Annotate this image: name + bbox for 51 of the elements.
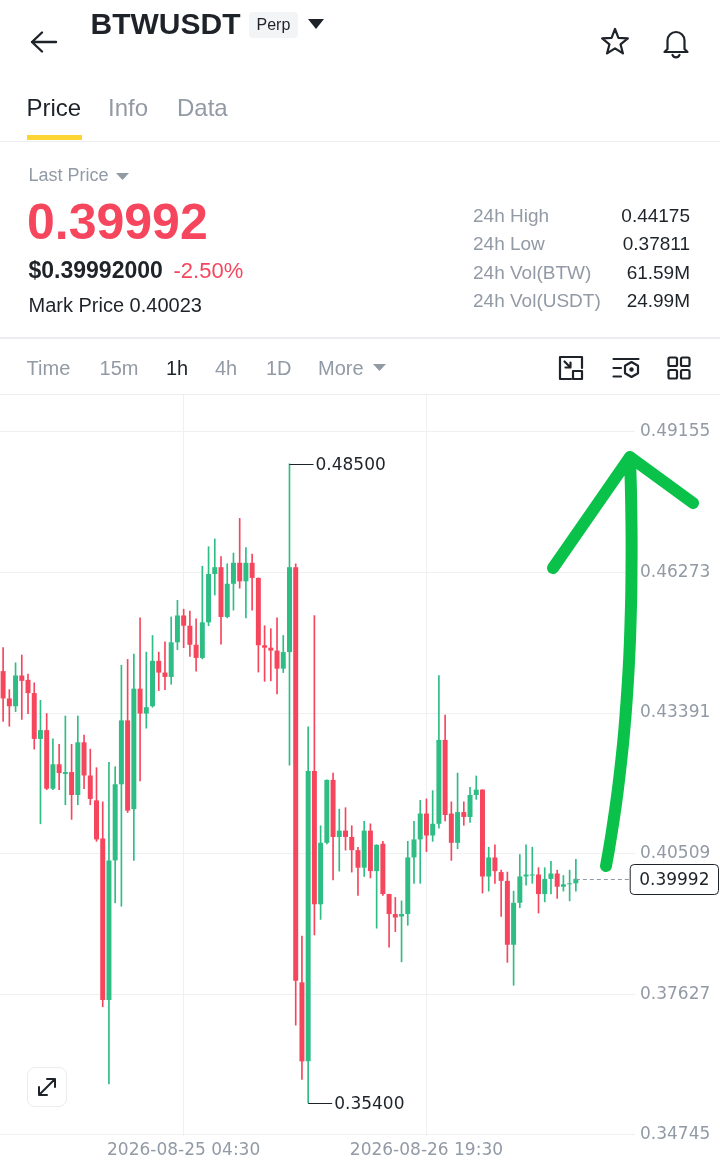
y-tick-label: 0.34745 <box>640 1123 711 1144</box>
candlestick <box>498 869 504 917</box>
candlestick <box>162 641 168 690</box>
text: 24h High <box>473 204 550 228</box>
candlestick <box>548 861 554 895</box>
candlestick <box>19 654 25 720</box>
text: Info <box>108 93 149 123</box>
candlestick <box>212 538 218 596</box>
candlestick <box>143 651 149 729</box>
y-tick-label: 0.40509 <box>640 842 711 863</box>
candlestick <box>137 617 143 782</box>
candlestick <box>56 743 62 790</box>
text: 15m <box>99 355 139 380</box>
text: 1h <box>166 355 189 380</box>
text: 24h Low <box>473 232 545 256</box>
text: Last Price <box>28 165 109 187</box>
text: 61.59M <box>626 261 690 285</box>
text: 24h Vol(USDT) <box>473 289 601 313</box>
candlestick <box>461 801 467 826</box>
text: 0.37811 <box>622 232 690 256</box>
y-tick-label: 0.49155 <box>640 420 711 441</box>
text: 24.99M <box>626 289 690 313</box>
text: BTWUSDT <box>90 6 241 42</box>
text: $0.39992000 <box>28 257 163 285</box>
x-tick-label: 2026-08-26 19:30 <box>349 1138 504 1159</box>
candlestick <box>243 547 249 619</box>
text: 0.39992 <box>27 193 208 252</box>
x-tick-label: 2026-08-25 04:30 <box>107 1138 261 1159</box>
candlestick <box>336 808 342 872</box>
text: Time <box>26 355 71 380</box>
text: -2.50% <box>173 257 244 285</box>
annotation: 0.35400 <box>334 1092 405 1113</box>
text: 4h <box>215 355 238 380</box>
ref-line-label: 0.39992 <box>639 868 710 889</box>
text: 24h Vol(BTW) <box>473 261 592 285</box>
text: 0.44175 <box>621 204 690 228</box>
candlestick <box>430 790 436 842</box>
candlestick <box>237 518 243 589</box>
text: More <box>318 355 364 380</box>
text: Price <box>26 93 82 123</box>
y-tick-label: 0.37627 <box>640 982 711 1003</box>
candlestick <box>274 617 280 695</box>
candlestick <box>268 628 274 682</box>
y-tick-label: 0.46273 <box>640 560 711 581</box>
annotation: 0.48500 <box>315 453 386 474</box>
text: Mark Price 0.40023 <box>28 292 202 317</box>
text: Perp <box>256 16 291 33</box>
text: 1D <box>266 355 292 380</box>
candlestick <box>473 775 479 800</box>
y-tick-label: 0.43391 <box>640 701 711 722</box>
text: Data <box>177 93 228 123</box>
